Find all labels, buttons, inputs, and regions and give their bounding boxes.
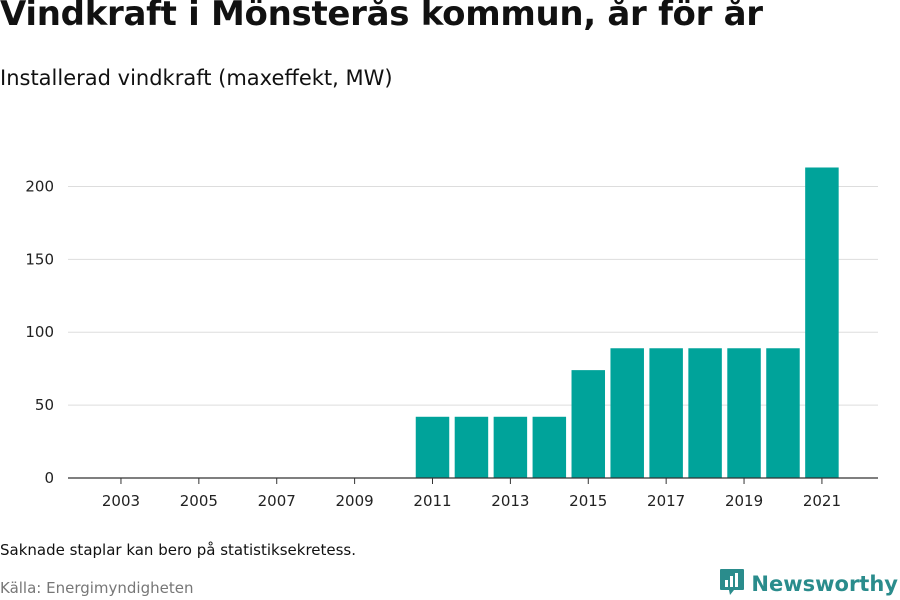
y-tick-label: 100 xyxy=(25,323,54,341)
x-axis: 2003 2005 2007 2009 2011 2013 2015 2017 2019 2021 xyxy=(68,477,878,510)
x-tick-label: 2021 xyxy=(803,492,841,510)
y-tick-label: 200 xyxy=(25,177,54,195)
bar-chart-logo-icon xyxy=(719,568,745,600)
y-tick-label: 50 xyxy=(35,396,54,414)
x-tick-label: 2013 xyxy=(491,492,529,510)
x-tick-label: 2005 xyxy=(180,492,218,510)
x-tick-label: 2007 xyxy=(258,492,296,510)
bar-2015 xyxy=(571,370,606,478)
bar-2019 xyxy=(727,348,761,478)
chart-title: Vindkraft i Mönsterås kommun, år för år xyxy=(0,0,763,34)
bar-2012 xyxy=(454,416,489,478)
chart-subtitle: Installerad vindkraft (maxeffekt, MW) xyxy=(0,66,393,90)
bar-2014 xyxy=(532,416,567,478)
bar-2020 xyxy=(766,348,800,478)
y-axis-labels: 0 50 100 150 200 xyxy=(25,177,54,487)
x-tick-label: 2011 xyxy=(413,492,451,510)
x-tick-label: 2019 xyxy=(725,492,763,510)
y-tick-label: 0 xyxy=(44,469,54,487)
x-tick-label: 2017 xyxy=(647,492,685,510)
y-tick-label: 150 xyxy=(25,250,54,268)
bar-chart: 2003 2005 2007 2009 2011 2013 2015 2017 2019 2021… xyxy=(25,167,878,510)
brand-logo[interactable]: Newsworthy xyxy=(719,568,898,600)
source-label: Källa: Energimyndigheten xyxy=(0,579,194,597)
x-tick-label: 2009 xyxy=(336,492,374,510)
bars xyxy=(415,167,839,478)
x-tick-label: 2015 xyxy=(569,492,607,510)
bar-2017 xyxy=(649,348,683,478)
bar-2011 xyxy=(415,416,450,478)
bar-2013 xyxy=(493,416,528,478)
footnote: Saknade staplar kan bero på statistiksek… xyxy=(0,541,357,559)
brand-name: Newsworthy xyxy=(751,572,898,596)
bar-2016 xyxy=(610,348,644,478)
x-tick-label: 2003 xyxy=(102,492,140,510)
bar-2018 xyxy=(688,348,722,478)
bar-2021 xyxy=(805,167,839,478)
